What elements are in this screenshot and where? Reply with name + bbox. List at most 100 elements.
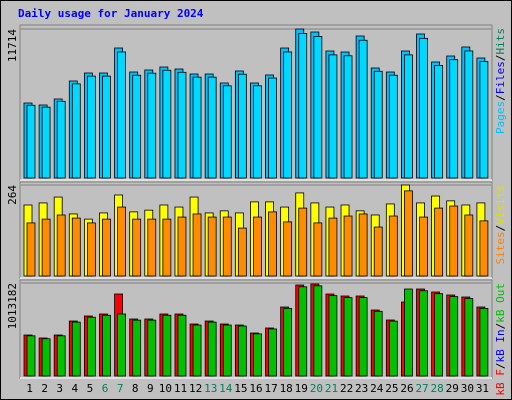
legend-entry: Visits <box>494 185 507 225</box>
bar <box>26 104 36 179</box>
x-tick-label: 4 <box>72 382 79 395</box>
x-tick-label: 6 <box>102 382 109 395</box>
bar <box>192 324 202 377</box>
x-tick-label: 16 <box>249 382 262 395</box>
bar <box>253 333 262 377</box>
bar <box>147 319 157 377</box>
bar <box>283 307 293 377</box>
bar <box>132 74 142 179</box>
bar <box>434 207 444 277</box>
bar <box>358 39 368 179</box>
bar <box>358 297 368 377</box>
legend-separator: / <box>494 225 507 232</box>
y-tick-label: 264 <box>6 185 19 205</box>
x-tick-label: 14 <box>219 382 233 395</box>
x-tick-label: 31 <box>476 382 489 395</box>
x-tick-label: 26 <box>400 382 413 395</box>
chart-title: Daily usage for January 2024 <box>18 7 204 20</box>
x-tick-label: 23 <box>355 382 368 395</box>
legend-separator: / <box>494 55 507 62</box>
x-tick-label: 27 <box>415 382 428 395</box>
bar <box>207 216 217 277</box>
legend-separator: / <box>494 94 507 101</box>
bar <box>283 51 293 179</box>
bar <box>26 222 36 277</box>
bar <box>343 215 353 277</box>
bar <box>117 51 126 179</box>
bar <box>434 65 444 179</box>
x-tick-label: 22 <box>340 382 353 395</box>
bar <box>102 314 111 377</box>
bar <box>102 75 111 179</box>
bar <box>283 221 293 277</box>
x-tick-label: 29 <box>446 382 459 395</box>
legend: Pages/Files/Hits <box>494 28 507 134</box>
legend-entry: kB F <box>494 369 507 396</box>
bar <box>207 76 217 179</box>
x-tick-label: 17 <box>264 382 277 395</box>
bar <box>479 61 489 179</box>
x-tick-label: 28 <box>431 382 444 395</box>
x-tick-label: 13 <box>204 382 217 395</box>
bar <box>404 288 413 377</box>
legend-entry: kB Out <box>494 283 507 323</box>
bar <box>147 72 157 179</box>
bar <box>26 335 36 377</box>
bar <box>56 100 66 179</box>
bar <box>56 335 66 377</box>
bar <box>313 285 323 377</box>
bar <box>56 214 66 277</box>
bar <box>404 190 413 277</box>
bar <box>268 328 277 377</box>
panel <box>19 279 493 379</box>
x-tick-label: 7 <box>117 382 124 395</box>
bar <box>147 218 157 277</box>
bar <box>222 85 232 179</box>
bar <box>358 213 368 277</box>
bar <box>419 216 428 277</box>
bar <box>132 319 142 377</box>
x-tick-label: 24 <box>370 382 384 395</box>
bar <box>434 293 444 377</box>
bar <box>464 214 474 277</box>
bar <box>86 222 96 277</box>
bar <box>479 307 489 377</box>
bar <box>207 321 217 377</box>
bar <box>404 54 413 179</box>
bar <box>268 77 277 179</box>
bar <box>237 325 247 377</box>
bar <box>41 218 51 277</box>
bar <box>177 216 187 277</box>
y-tick-label: 1013182 <box>6 283 19 329</box>
bar <box>71 321 81 377</box>
bar <box>388 74 398 179</box>
bar <box>328 54 338 179</box>
bar <box>343 55 353 179</box>
bar <box>132 218 142 277</box>
y-tick-label: 11714 <box>6 29 19 62</box>
bar <box>192 76 202 179</box>
x-tick-label: 5 <box>87 382 94 395</box>
bar <box>71 83 81 179</box>
x-tick-label: 25 <box>385 382 398 395</box>
legend-entry: Hits <box>494 28 507 55</box>
bar <box>479 220 489 277</box>
legend-entry: kB In <box>494 329 507 362</box>
legend-entry: Sites <box>494 231 507 264</box>
x-tick-label: 2 <box>41 382 48 395</box>
bar <box>71 217 81 277</box>
bar <box>298 286 308 377</box>
x-tick-label: 8 <box>132 382 139 395</box>
bar <box>253 85 262 179</box>
bar <box>162 314 172 377</box>
bar <box>222 216 232 277</box>
bar <box>449 296 459 377</box>
bar <box>449 205 459 277</box>
x-tick-label: 11 <box>174 382 187 395</box>
bar <box>464 50 474 179</box>
bar <box>268 211 277 277</box>
bar <box>328 217 338 277</box>
bar <box>237 227 247 277</box>
bar <box>222 324 232 377</box>
